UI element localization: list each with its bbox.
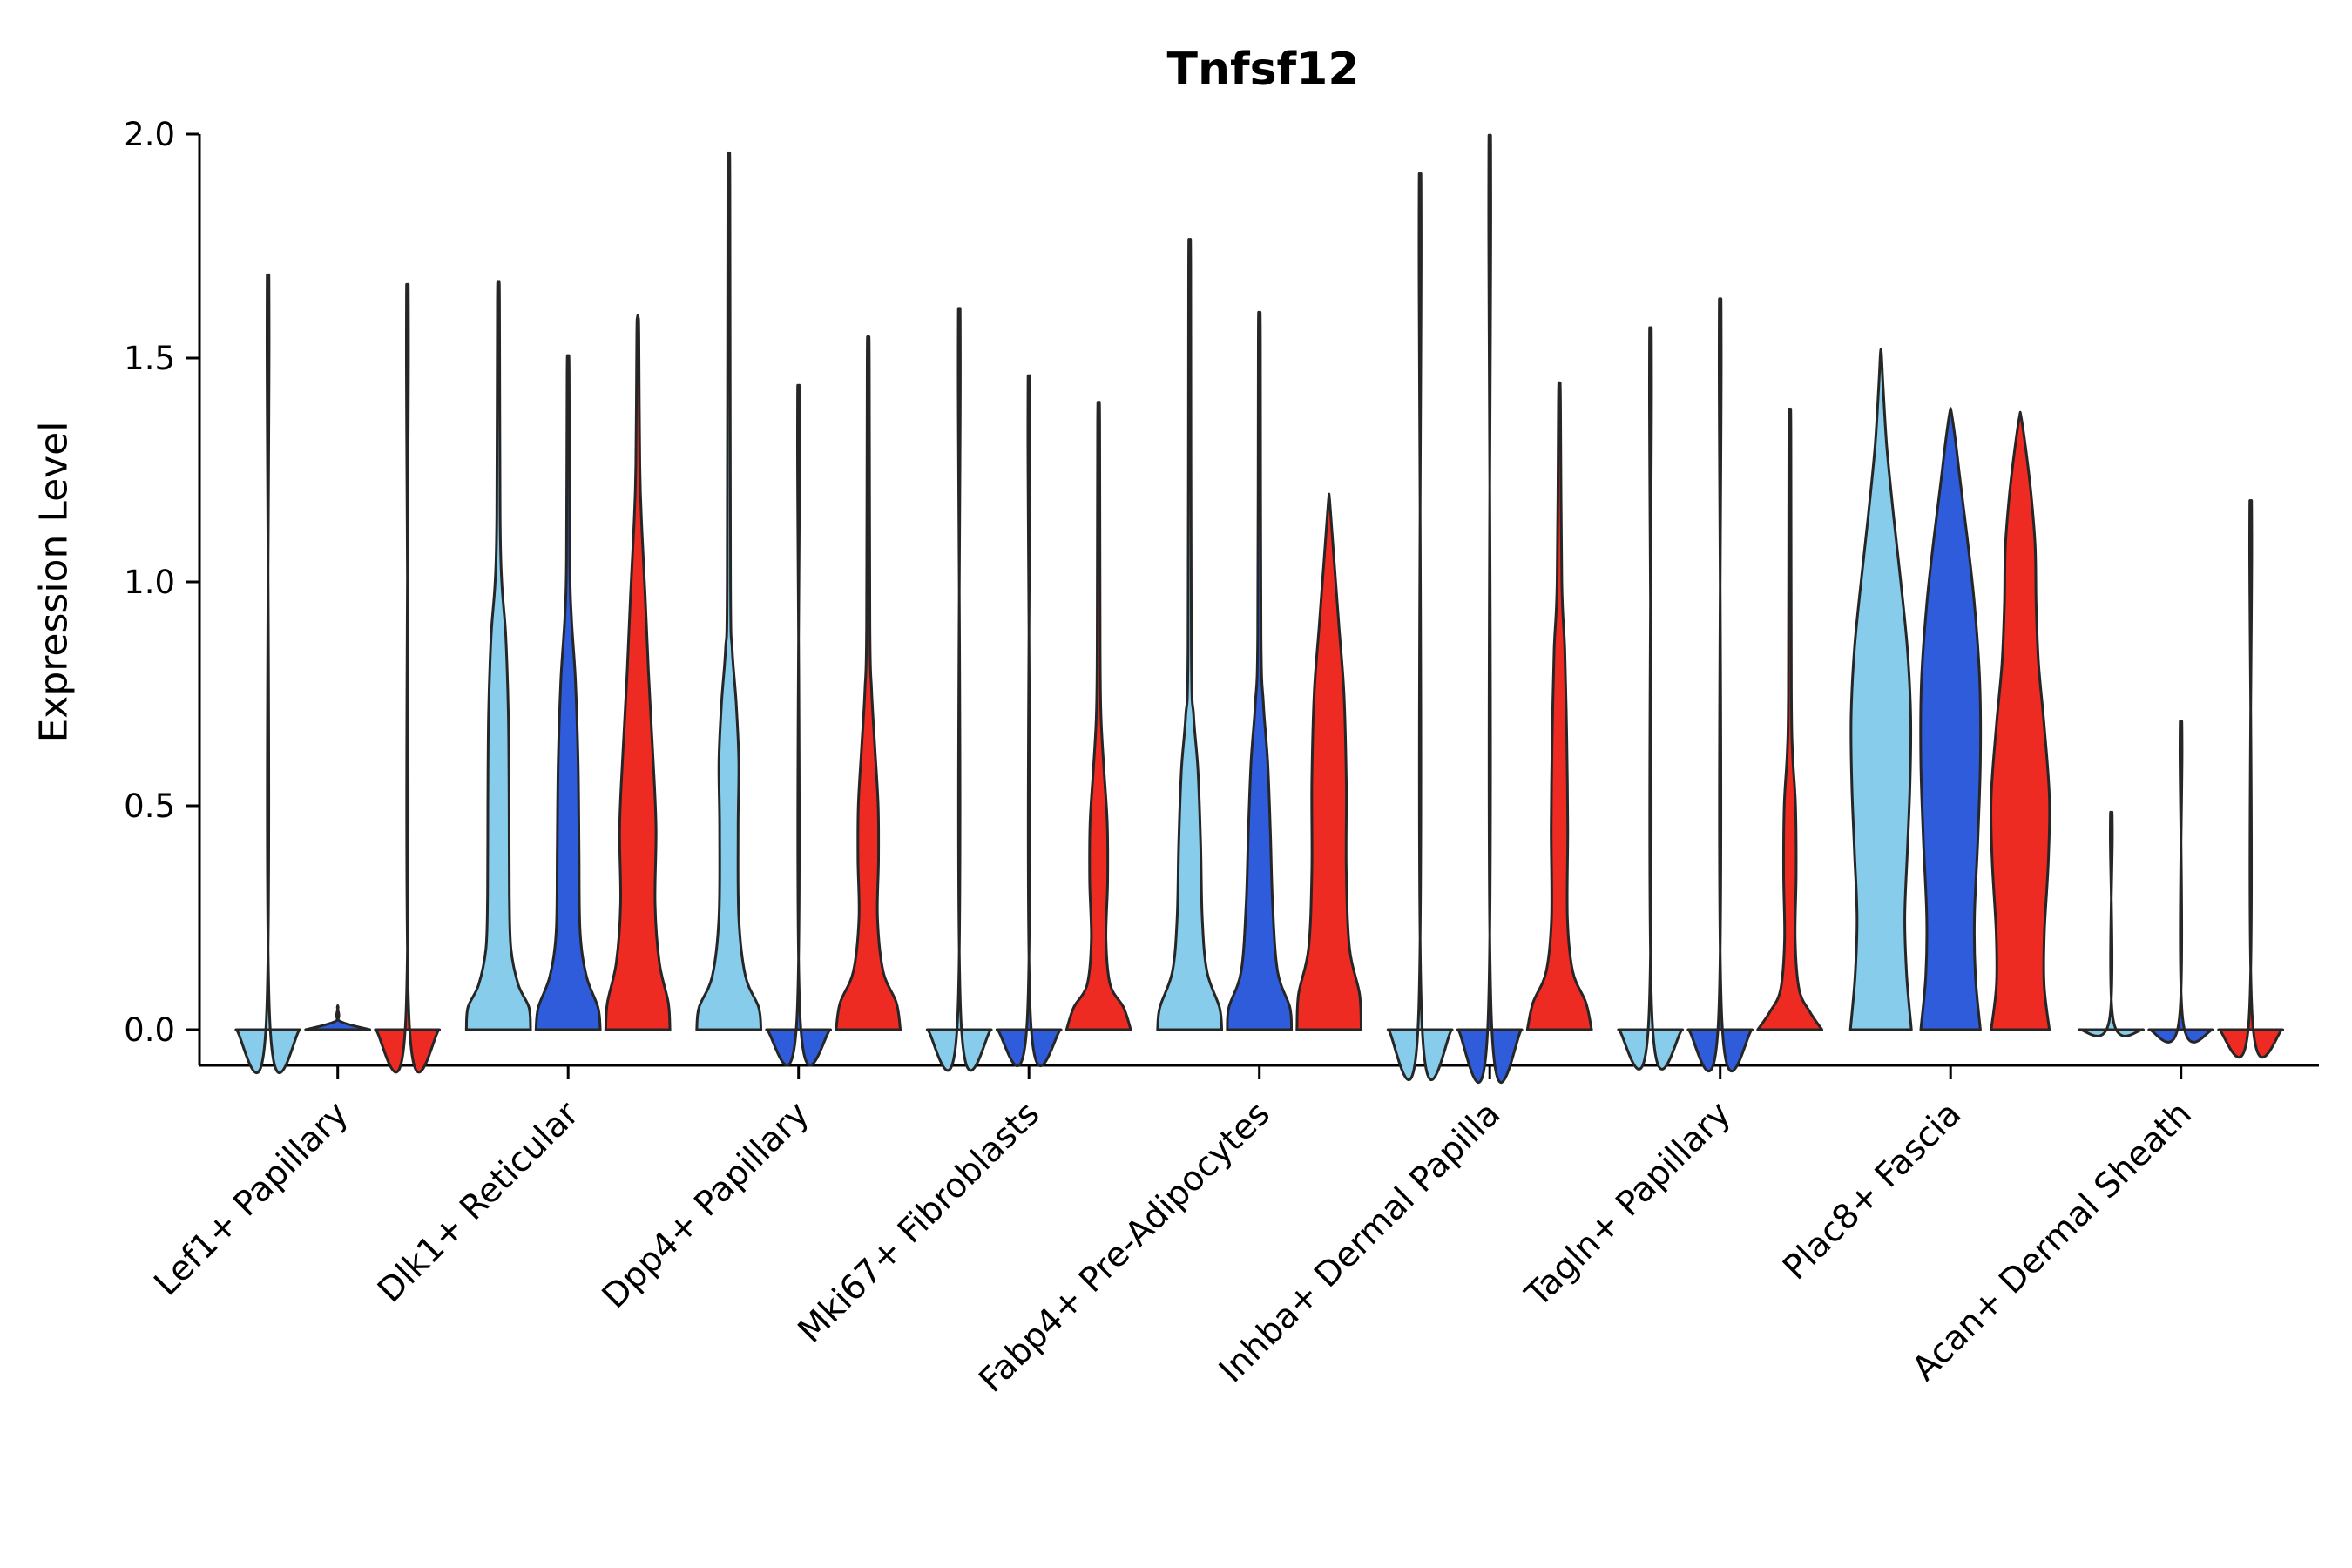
violin [1617,326,1685,1071]
y-tick-label: 1.0 [124,564,175,601]
x-tick-label: Tagln+ Papillary [1517,1094,1739,1315]
y-axis-label: Expression Level [31,421,77,743]
violin [1386,172,1454,1081]
violin [304,1004,372,1031]
violin [234,273,302,1075]
violin [534,354,602,1031]
violin [995,374,1063,1067]
violin [925,307,993,1072]
y-tick-label: 2.0 [124,116,175,153]
violin [1064,401,1132,1031]
violin [1456,134,1524,1084]
violin [1848,348,1913,1031]
chart-title: Tnfsf12 [1166,44,1360,96]
x-tick-label: Plac8+ Fascia [1775,1094,1969,1288]
violin [1156,238,1224,1031]
violin [1989,410,2051,1031]
violin [2217,499,2285,1059]
violin [1756,408,1824,1031]
violin [1686,297,1754,1073]
y-tick-label: 1.5 [124,340,175,377]
violin [2147,720,2215,1044]
y-tick-label: 0.0 [124,1011,175,1049]
violin [1525,381,1593,1031]
violin [1226,310,1294,1031]
x-tick-label: Lef1+ Papillary [147,1094,356,1303]
violin [464,280,532,1031]
x-tick-label: Dpp4+ Papillary [595,1094,817,1316]
violin [374,282,442,1074]
violin [695,151,763,1031]
violin [1919,407,1983,1031]
x-tick-label: Mki67+ Fibroblasts [791,1094,1047,1350]
violin [2078,810,2146,1037]
x-tick-label: Dlk1+ Reticular [370,1094,587,1311]
violin [1295,492,1363,1031]
violin [765,383,833,1067]
violin [604,314,672,1031]
y-tick-label: 0.5 [124,787,175,825]
violin [835,335,902,1031]
